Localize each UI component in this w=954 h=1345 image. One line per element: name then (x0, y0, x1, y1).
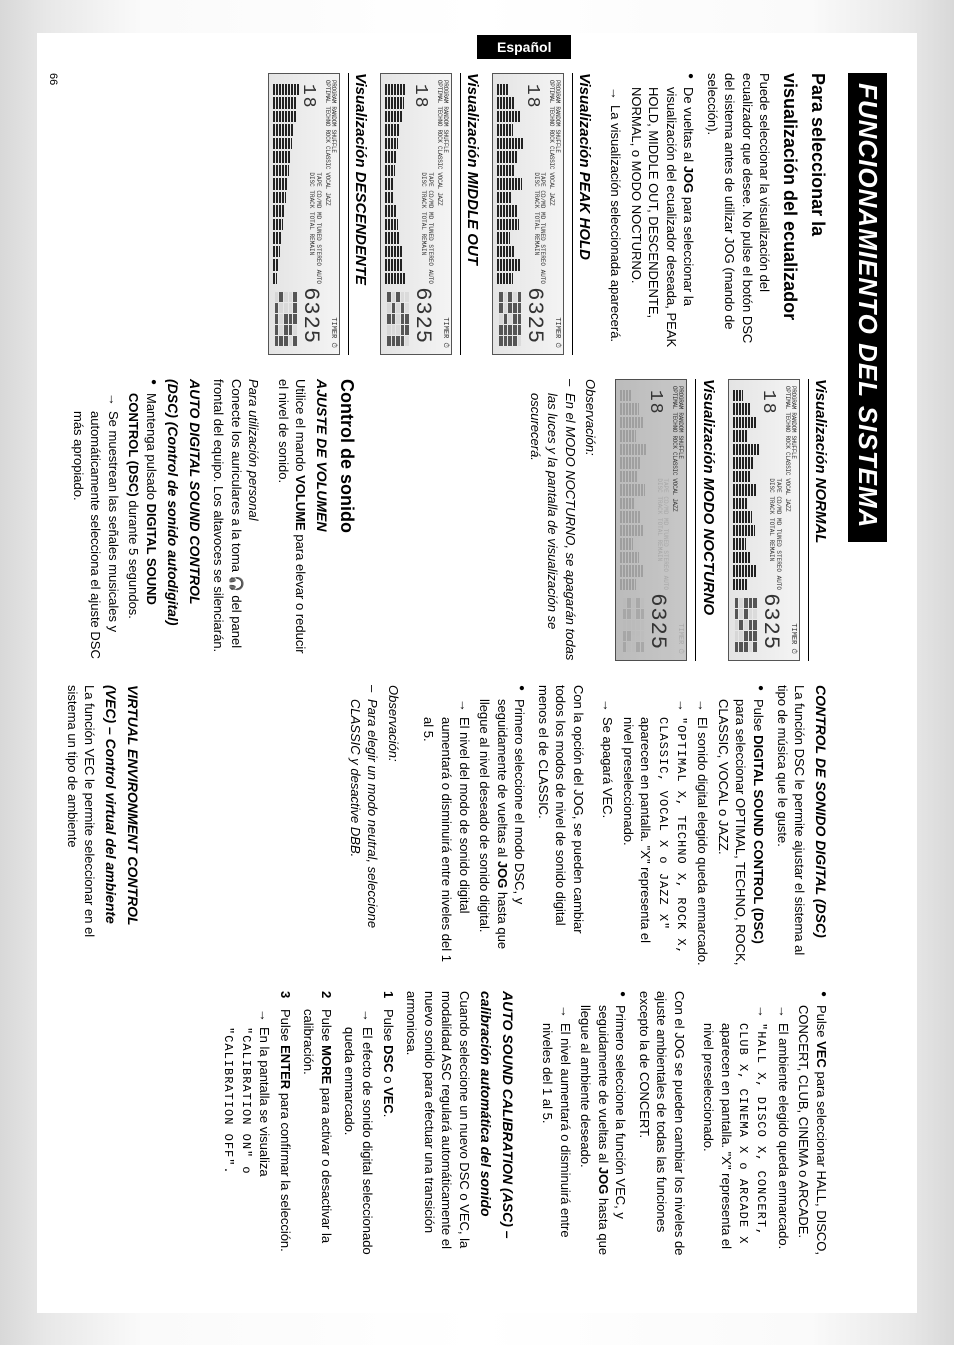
vec-heading-1: VIRTUAL ENVIRONMENT CONTROL (123, 685, 142, 967)
columns: Para seleccionar la visualización del ec… (57, 73, 830, 1273)
vec-heading-2: (VEC) – Control virtual del ambiente (101, 685, 120, 967)
obs-nocturno: En el MODO NOCTURNO, se apagarán todas l… (526, 379, 579, 661)
dsc-intro: La función DSC le permite ajustar el sis… (773, 685, 808, 967)
sound-control-heading: Control de sonido (335, 379, 359, 661)
obs-neutral: Para elegir un modo neutral, seleccione … (346, 685, 381, 967)
asc-intro: Cuando seleccione un nuevo DSC o VEC, la… (403, 991, 473, 1273)
asc-heading-1: AUTO SOUND CALIBRATION (ASC) – (498, 991, 517, 1273)
vec-intro: La función VEC le permite seleccionar en… (63, 685, 98, 967)
vec-jog-note: Con el JOG se pueden cambiar los niveles… (635, 991, 688, 1273)
page-number: 66 (47, 73, 59, 85)
dsc-bullet-2: Primero seleccione el modo DSC, y seguid… (420, 685, 528, 967)
col-1: Para seleccionar la visualización del ec… (57, 73, 830, 355)
dsc-arrow-4: El nivel del modo de sonido digital aume… (420, 699, 473, 967)
language-tab: Español (477, 35, 571, 59)
lcd-descendente: PROGRAM RANDOM SHUFFLEOPTIMAL TECHNO ROC… (268, 73, 340, 355)
col-2: Visualización NORMAL PROGRAM RANDOM SHUF… (57, 379, 830, 661)
page: Español FUNCIONAMIENTO DEL SISTEMA Para … (37, 33, 917, 1313)
vis-nocturno-title: Visualización MODO NOCTURNO (696, 379, 718, 661)
eq-heading-2: visualización del ecualizador (777, 73, 801, 355)
eq-result: La visualización seleccionada aparecerá. (606, 87, 624, 355)
asc-heading-2: calibración automática del sonido (476, 991, 495, 1273)
volume-heading: AJUSTE DE VOLUMEN (312, 379, 331, 661)
vec-arrow-2: "HALL X, DISCO X, CONCERT, CLUB X, CINEM… (700, 1005, 771, 1273)
lcd-normal: PROGRAM RANDOM SHUFFLEOPTIMAL TECHNO ROC… (728, 379, 800, 661)
adsc-heading-1: AUTO DIGITAL SOUND CONTROL (185, 379, 204, 661)
dsc-arrow-3: Se apagará VEC. (599, 699, 617, 967)
title-bar: FUNCIONAMIENTO DEL SISTEMA (848, 73, 887, 1273)
vis-descendente-title: Visualización DESCENDENTE (348, 73, 370, 355)
vis-middle-out-title: Visualización MIDDLE OUT (460, 73, 482, 355)
obs-label: Observación: (582, 379, 600, 661)
dsc-arrow-1: El sonido digital elegido queda enmarcad… (694, 699, 712, 967)
dsc-arrow-2: "OPTIMAL X, TECHNO X, ROCK X, CLASSIC, V… (619, 699, 690, 967)
personal-label: Para utilización personal (245, 379, 263, 661)
lcd-middle-out: PROGRAM RANDOM SHUFFLEOPTIMAL TECHNO ROC… (380, 73, 452, 355)
dsc-bullet-1: Pulse DIGITAL SOUND CONTROL (DSC) para s… (599, 685, 767, 967)
eq-intro: Puede seleccionar la visualización del e… (703, 73, 773, 355)
vec-arrow-1: El ambiente elegido queda enmarcado. (774, 1005, 792, 1273)
col-3: CONTROL DE SONIDO DIGITAL (DSC) La funci… (57, 685, 830, 967)
volume-text: Utilice el mando VOLUME para elevar o re… (274, 379, 309, 661)
lcd-nocturno: PROGRAM RANDOM SHUFFLEOPTIMAL TECHNO ROC… (616, 379, 688, 661)
asc-step-3: 3 Pulse ENTER para confirmar la selecció… (219, 991, 293, 1273)
main-title: FUNCIONAMIENTO DEL SISTEMA (848, 73, 887, 542)
eq-bullet: De vueltas al JOG para seleccionar la vi… (606, 73, 697, 355)
col-4: Pulse VEC para seleccionar HALL, DISCO, … (57, 991, 830, 1273)
lcd-peak-hold: PROGRAM RANDOM SHUFFLEOPTIMAL TECHNO ROC… (492, 73, 564, 355)
vis-normal-title: Visualización NORMAL (808, 379, 830, 661)
obs-label-2: Observación: (384, 685, 402, 967)
adsc-heading-2: (DSC) (Control de sonido autodigital) (163, 379, 182, 661)
dsc-jog-note: Con la opción del JOG, se pueden cambiar… (534, 685, 587, 967)
asc-step-2: 2 Pulse MORE para activar o desactivar l… (300, 991, 335, 1273)
adsc-result: Se muestrean las señales musicales y aut… (69, 393, 122, 661)
asc-step-1: 1 Pulse DSC o VEC. El efecto de sonido d… (341, 991, 397, 1273)
adsc-bullet: Mantenga pulsado DIGITAL SOUND CONTROL (… (69, 379, 160, 661)
asc-1-result: El efecto de sonido digital seleccionado… (341, 1009, 376, 1273)
vec-bullet-2: Primero seleccione la función VEC, y seg… (539, 991, 630, 1273)
vec-arrow-3: El nivel aumentará o disminuirá entre ni… (539, 1005, 574, 1273)
eq-heading-1: Para seleccionar la (806, 73, 830, 355)
personal-text: Conecte los auriculares a la toma 🎧 del … (210, 379, 245, 661)
vis-peak-hold-title: Visualización PEAK HOLD (572, 73, 594, 355)
vec-bullet-1: Pulse VEC para seleccionar HALL, DISCO, … (700, 991, 830, 1273)
dsc-heading: CONTROL DE SONIDO DIGITAL (DSC) (811, 685, 830, 967)
asc-3-result: En la pantalla se visualiza "CALIBRATION… (219, 1009, 273, 1273)
